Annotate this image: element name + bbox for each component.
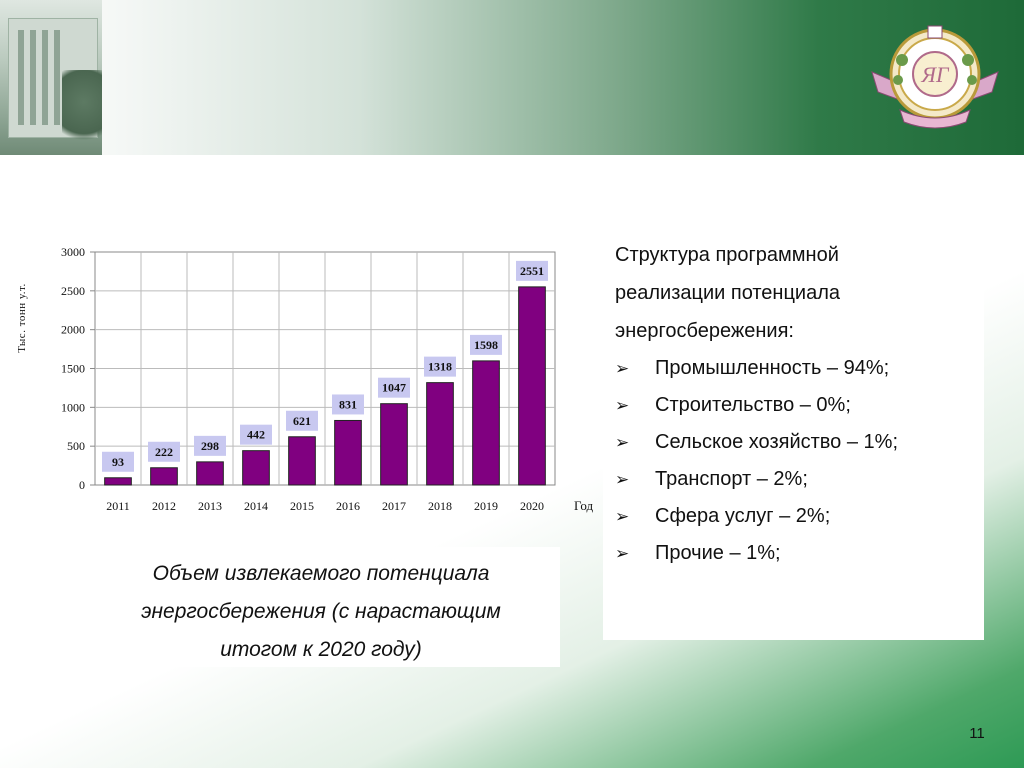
list-item-text: Строительство – 0%; [655,394,851,416]
chart-bar [518,286,546,486]
caption-line: энергосбережения (с нарастающим [141,600,501,623]
chart-data-label-bg [378,377,410,398]
chart-bar [380,403,408,486]
chart-caption-box: Объем извлекаемого потенциала энергосбер… [82,547,560,667]
chart-data-label-bg [286,410,318,431]
chart-data-label-bg [102,451,134,472]
svg-text:ЯГ: ЯГ [921,62,950,87]
chart-data-label-bg [148,441,180,462]
chart-data-label: 831 [339,397,357,411]
chart-x-tick-label: 2016 [336,499,360,513]
chart-x-tick-label: 2017 [382,499,406,513]
chart-x-tick-label: 2019 [474,499,498,513]
list-item: ➢ Сфера услуг – 2%; [615,498,898,535]
chart-x-tick-label: 2015 [290,499,314,513]
chart-data-label: 93 [112,455,124,469]
chart-y-tick-label: 1500 [61,362,85,376]
arrow-bullet-icon: ➢ [615,433,630,452]
chart-x-tick-label: 2014 [244,499,268,513]
chart-x-tick-label: 2012 [152,499,176,513]
arrow-bullet-icon: ➢ [615,359,630,378]
chart-bar [104,477,132,486]
chart-y-ticks: 0 500 1000 1500 2000 2500 3000 [61,245,85,492]
list-item-text: Сельское хозяйство – 1%; [655,431,898,453]
arrow-bullet-icon: ➢ [615,544,630,563]
page-number: 11 [969,725,985,742]
chart-caption: Объем извлекаемого потенциала энергосбер… [82,555,560,669]
chart-x-ticks: 2011 2012 2013 2014 2015 2016 2017 2018 2019 2020 [106,499,544,513]
chart-data-label-bg [424,356,456,377]
chart-y-tick-label: 500 [67,439,85,453]
info-heading: Структура программной реализации потенци… [615,236,975,350]
chart-x-tick-label: 2011 [106,499,130,513]
chart-data-label: 222 [155,445,173,459]
list-item-text: Транспорт – 2%; [655,468,808,490]
heading-line: реализации потенциала [615,282,841,304]
chart-bars [104,286,546,486]
arrow-bullet-icon: ➢ [615,470,630,489]
list-item: ➢ Строительство – 0%; [615,387,898,424]
chart-data-label: 442 [247,428,265,442]
header-band: ЯГ [0,0,1024,155]
chart-y-tick-label: 2500 [61,284,85,298]
list-item-text: Сфера услуг – 2%; [655,505,831,527]
list-item: ➢ Промышленность – 94%; [615,350,898,387]
chart-bar [288,436,316,486]
chart-y-tick-label: 2000 [61,323,85,337]
structure-info-box: Структура программной реализации потенци… [603,228,984,640]
chart-bar [196,461,224,486]
chart-bar [150,467,178,486]
chart-y-tick-label: 0 [79,478,85,492]
chart-data-label-bg [240,424,272,445]
chart-bar [334,419,362,486]
chart-x-label: Год [574,498,593,513]
chart-bar [242,450,270,486]
chart-y-tick-label: 1000 [61,400,85,414]
list-item: ➢ Прочие – 1%; [615,535,898,572]
chart-data-label-bg [470,334,502,355]
list-item-text: Прочие – 1%; [655,542,781,564]
university-crest-logo: ЯГ [871,25,999,129]
chart-data-label-bg [332,394,364,415]
chart-data-label: 621 [293,414,311,428]
chart-data-labels: 93 222 298 442 621 831 1047 1318 1598 2551 [102,260,548,472]
arrow-bullet-icon: ➢ [615,396,630,415]
chart-x-tick-label: 2018 [428,499,452,513]
chart-bar [426,382,454,486]
building-photo [0,0,102,155]
chart-x-tick-label: 2013 [198,499,222,513]
caption-line: итогом к 2020 году) [220,638,422,661]
chart-data-label-bg [194,435,226,456]
structure-list: ➢ Промышленность – 94%; ➢ Строительство – … [615,350,898,572]
chart-y-label: Тыс. тонн у.т. [16,283,28,353]
chart-bar [472,360,500,486]
chart-data-label: 1318 [428,360,452,374]
list-item: ➢ Транспорт – 2%; [615,461,898,498]
bar-chart: 93 222 298 442 621 831 1047 1318 1598 2551 0 500 10… [16,245,593,513]
arrow-bullet-icon: ➢ [615,507,630,526]
chart-data-label: 298 [201,439,219,453]
heading-line: энергосбережения: [615,320,794,342]
heading-line: Структура программной [615,244,839,266]
chart-y-tick-label: 3000 [61,245,85,259]
chart-x-tick-label: 2020 [520,499,544,513]
chart-data-label: 1047 [382,381,406,395]
caption-line: Объем извлекаемого потенциала [152,562,490,585]
list-item-text: Промышленность – 94%; [655,357,890,379]
chart-data-label: 2551 [520,264,544,278]
chart-data-label-bg [516,260,548,281]
list-item: ➢ Сельское хозяйство – 1%; [615,424,898,461]
chart-data-label: 1598 [474,338,498,352]
